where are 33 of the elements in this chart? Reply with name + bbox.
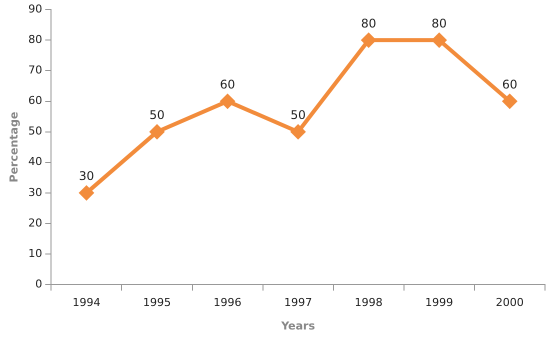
x-tick-label: 1997	[284, 296, 312, 310]
point	[79, 186, 94, 200]
point	[432, 33, 446, 48]
y-tick-label: 70	[28, 64, 42, 77]
point	[291, 124, 306, 139]
y-tick-label: 90	[28, 2, 42, 16]
x-tick-label: 2000	[496, 296, 524, 310]
y-tick-label: 50	[28, 124, 42, 138]
y-axis-title: Percentage	[7, 112, 20, 182]
point	[502, 94, 517, 108]
y-tick-label: 30	[28, 186, 42, 199]
y-tick-label: 10	[28, 246, 42, 260]
point	[362, 33, 376, 48]
x-tick-label: 1995	[143, 296, 172, 310]
data-label: 50	[290, 108, 306, 122]
data-label: 80	[361, 16, 376, 30]
x-tick-label: 1994	[72, 296, 100, 310]
point	[220, 94, 235, 108]
y-tick-label: 40	[28, 155, 42, 168]
y-tick-label: 0	[35, 277, 42, 290]
x-tick-label: 1999	[425, 296, 454, 310]
x-tick-label: 1998	[354, 296, 383, 310]
y-tick-label: 60	[28, 94, 42, 108]
data-label: 60	[220, 77, 236, 92]
x-axis-title: Years	[280, 319, 316, 332]
data-label: 60	[502, 77, 518, 92]
data-label: 80	[432, 16, 447, 30]
y-tick-label: 80	[28, 33, 42, 46]
data-label: 30	[78, 169, 94, 184]
point	[150, 124, 164, 139]
x-tick-label: 1996	[214, 296, 242, 310]
y-tick-label: 20	[28, 216, 42, 230]
data-label: 50	[149, 108, 165, 122]
